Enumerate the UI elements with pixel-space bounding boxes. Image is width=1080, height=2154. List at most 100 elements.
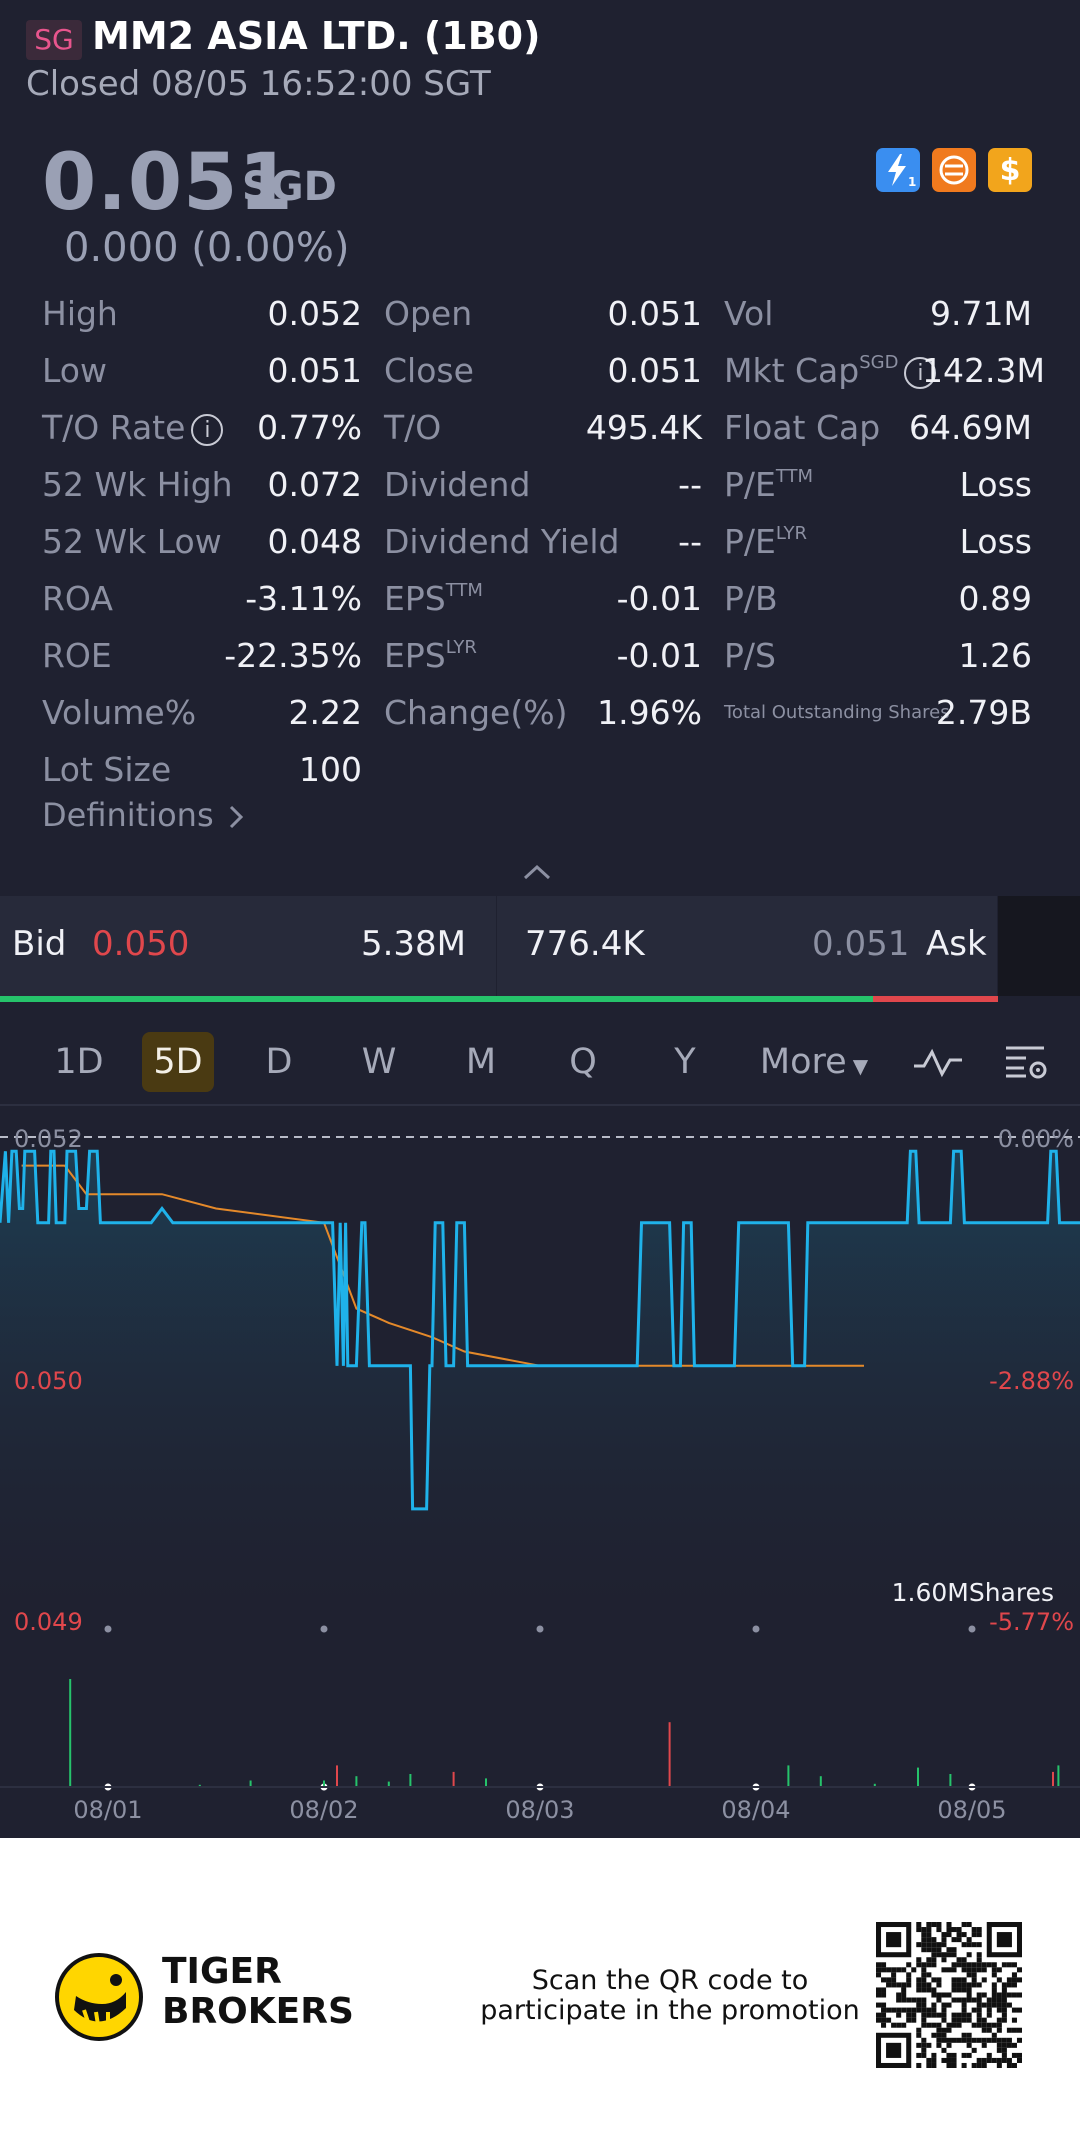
qr-module: [876, 1962, 882, 1968]
qr-module: [931, 2052, 937, 2058]
stat-label-float-cap: Float Cap: [724, 408, 881, 447]
price-currency: SGD: [242, 164, 337, 210]
stat-label-high: High: [42, 294, 118, 333]
info-icon[interactable]: i: [904, 356, 937, 389]
qr-module: [946, 1992, 952, 1998]
qr-module: [926, 1937, 932, 1943]
qr-module: [896, 2012, 902, 2018]
qr-module: [916, 2007, 922, 2013]
qr-module: [901, 2007, 907, 2013]
stat-label-eps-ttm-text: EPS: [384, 579, 446, 618]
qr-module: [1006, 1982, 1012, 1988]
qr-module: [891, 1972, 897, 1978]
qr-module: [1011, 2017, 1017, 2023]
tab-more-label: More: [759, 1042, 847, 1082]
stat-value-volume-pct: 2.22: [288, 693, 362, 732]
stat-label-to: T/O: [384, 408, 442, 447]
stat-value-52wk-high: 0.072: [267, 465, 362, 504]
qr-module: [926, 2057, 932, 2063]
qr-module: [951, 2012, 957, 2018]
tab-d[interactable]: D: [265, 1042, 293, 1082]
qr-module: [926, 2062, 932, 2068]
chevron-up-icon[interactable]: [522, 862, 552, 882]
volume-bar: [323, 1780, 325, 1787]
chart-settings-icon[interactable]: [1004, 1042, 1050, 1082]
qr-module: [1001, 2042, 1007, 2048]
qr-module: [946, 1967, 952, 1973]
qr-module: [971, 2047, 977, 2053]
tab-5d[interactable]: 5D: [142, 1032, 214, 1092]
qr-module: [1006, 2027, 1012, 2033]
tab-m[interactable]: M: [465, 1042, 497, 1082]
qr-module: [906, 2007, 912, 2013]
lightning-icon[interactable]: 1: [876, 148, 920, 192]
qr-module: [881, 2017, 887, 2023]
stat-label-52wk-high: 52 Wk High: [42, 465, 233, 504]
qr-module: [916, 2052, 922, 2058]
definitions-link[interactable]: Definitions: [42, 796, 248, 834]
tab-q[interactable]: Q: [569, 1042, 597, 1082]
qr-module: [951, 1987, 957, 1993]
stat-label-ps: P/S: [724, 636, 776, 675]
qr-module: [966, 2037, 972, 2043]
stat-label-mkt-cap-text: Mkt Cap: [724, 351, 860, 390]
qr-module: [951, 1967, 957, 1973]
qr-module: [941, 1932, 947, 1938]
qr-module: [986, 2027, 992, 2033]
qr-module: [886, 1967, 892, 1973]
qr-module: [976, 2062, 982, 2068]
quote-screen: SG MM2 ASIA LTD. (1B0) Closed 08/05 16:5…: [0, 0, 1080, 1838]
qr-module: [961, 2007, 967, 2013]
qr-module: [981, 1992, 987, 1998]
ask-label: Ask: [926, 924, 987, 964]
qr-module: [946, 1952, 952, 1958]
qr-module: [941, 2017, 947, 2023]
info-icon[interactable]: i: [191, 413, 224, 446]
qr-module: [966, 1962, 972, 1968]
bid-panel: Bid 0.050 5.38M: [0, 896, 496, 996]
qr-module: [996, 2062, 1002, 2068]
qr-code[interactable]: [876, 1922, 1022, 2068]
qr-module: [921, 2047, 927, 2053]
dollar-icon[interactable]: $: [988, 148, 1032, 192]
tiger-logo-icon[interactable]: [54, 1952, 144, 2042]
volume-bar: [336, 1765, 338, 1787]
qr-module: [921, 2007, 927, 2013]
stat-value-lot-size: 100: [299, 750, 362, 789]
trade-icon[interactable]: [932, 148, 976, 192]
qr-module: [941, 2032, 947, 2038]
volume-bar: [787, 1765, 790, 1787]
qr-module: [981, 1967, 987, 1973]
qr-module: [976, 1932, 982, 1938]
ask-price: 0.051: [812, 924, 910, 964]
stat-sup-lyr: LYR: [445, 637, 477, 658]
stat-label-roe: ROE: [42, 636, 112, 675]
qr-module: [956, 1932, 962, 1938]
indicator-icon[interactable]: [912, 1044, 964, 1080]
tab-1d[interactable]: 1D: [54, 1042, 104, 1082]
brand-name: TIGER BROKERS: [162, 1952, 354, 2032]
tab-more[interactable]: More ▼: [754, 1032, 874, 1092]
qr-module: [926, 1947, 932, 1953]
stat-value-mkt-cap: 142.3M: [922, 351, 1045, 390]
qr-module: [1016, 2052, 1022, 2058]
tab-y[interactable]: Y: [674, 1042, 696, 1082]
tab-w[interactable]: W: [361, 1042, 397, 1082]
qr-module: [921, 1977, 927, 1983]
intraday-chart[interactable]: 0.052 0.050 0.049 0.00% -2.88% -5.77% 1.…: [0, 1104, 1080, 1838]
qr-module: [896, 1997, 902, 2003]
qr-module: [956, 1957, 962, 1963]
qr-module: [976, 2012, 982, 2018]
qr-module: [971, 1927, 977, 1933]
price-area: [0, 1151, 1080, 1609]
qr-module: [956, 2012, 962, 2018]
qr-module: [921, 1997, 927, 2003]
stat-label-52wk-low: 52 Wk Low: [42, 522, 222, 561]
stat-sup-lyr: LYR: [775, 523, 808, 544]
scan-text: Scan the QR code to participate in the p…: [480, 1966, 860, 2026]
qr-module: [1006, 2002, 1012, 2008]
qr-module: [961, 1932, 967, 1938]
stat-value-to-rate: 0.77%: [257, 408, 362, 447]
qr-module: [921, 1942, 927, 1948]
qr-module: [881, 2012, 887, 2018]
